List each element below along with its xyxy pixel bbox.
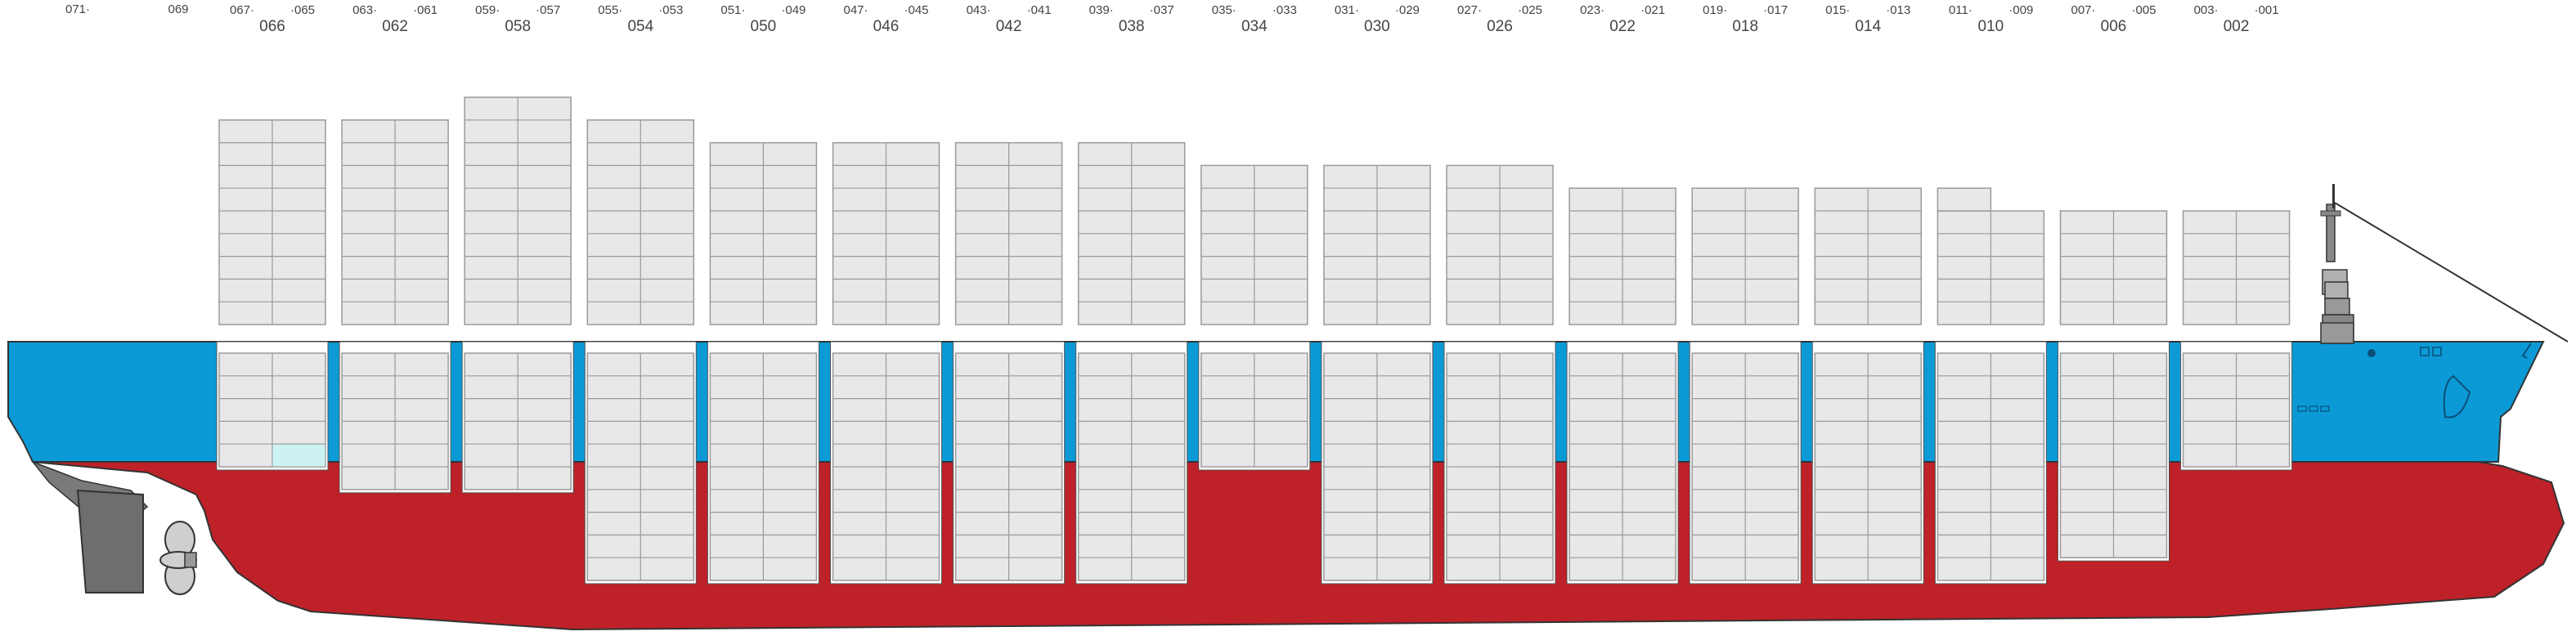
anchor-icon [2297,343,2532,419]
bay-sublabel-right-022: ·021 [1640,3,1665,17]
bay-label-006: 006 [2101,18,2127,35]
bay-sublabel-left-042: 043· [967,3,991,17]
bay-sublabel-left-038: 039· [1089,3,1114,17]
empty-slot-066 [272,443,326,468]
bay-sublabel-right-050: ·049 [781,3,806,17]
bay-label-050: 050 [751,18,777,35]
rudder-icon [76,489,144,593]
bay-sublabel-left-046: 047· [843,3,868,17]
container-stacks [216,96,2293,584]
bay-sublabel-right-058: ·057 [536,3,560,17]
bay-sublabel-left-030: 031· [1335,3,1359,17]
bay-sublabel-left-010: 011· [1949,3,1972,17]
bay-sublabel-right-010: ·009 [2008,3,2033,17]
bay-sublabel-left-058: 059· [475,3,500,17]
bay-label-066: 066 [259,18,285,35]
bay-sublabel-right-030: ·029 [1395,3,1420,17]
bay-sublabel-right-046: ·045 [904,3,928,17]
bay-sublabel-right-026: ·025 [1518,3,1542,17]
above-deck-extra-010 [1936,187,1992,212]
bay-sublabel-left-014: 015· [1825,3,1850,17]
bay-sublabel-left-022: 023· [1580,3,1604,17]
bay-sublabel-right-054: ·053 [658,3,683,17]
bay-sublabel-right-042: ·041 [1027,3,1052,17]
bay-label-014: 014 [1855,18,1881,35]
bay-label-034: 034 [1241,18,1268,35]
bay-sublabel-left-062: 063· [352,3,377,17]
bridge-icon [2320,298,2354,344]
bay-sublabel-left-002: 003· [2194,3,2219,17]
bay-sublabel-right-034: ·033 [1272,3,1297,17]
bay-label-046: 046 [873,18,900,35]
bay-sublabel-right-002: ·001 [2255,3,2279,17]
bay-label-062: 062 [382,18,408,35]
bay-label-030: 030 [1364,18,1390,35]
bay-sublabel-left-006: 007· [2071,3,2095,17]
bay-label-002: 002 [2224,18,2250,35]
bay-label-026: 026 [1487,18,1513,35]
bay-sublabel-right-014: ·013 [1886,3,1910,17]
bay-sublabel-right-018: ·017 [1763,3,1788,17]
bay-label-054: 054 [627,18,653,35]
bay-label-bay-071: 071· [65,2,90,16]
bay-sublabel-left-034: 035· [1212,3,1236,17]
bay-label-018: 018 [1732,18,1758,35]
bay-label-042: 042 [996,18,1022,35]
bay-sublabel-left-026: 027· [1457,3,1482,17]
bay-sublabel-right-038: ·037 [1150,3,1174,17]
bay-label-058: 058 [505,18,531,35]
bay-label-bay-069: 069 [168,2,188,16]
bay-sublabel-right-066: ·065 [290,3,315,17]
bay-sublabel-right-006: ·005 [2131,3,2156,17]
bay-sublabel-left-050: 051· [720,3,745,17]
bay-labels: 071· 069 066 067· ·065 062 063· ·061 058 059· ·057… [65,2,2279,35]
mast-icon [2320,184,2569,343]
bay-sublabel-left-018: 019· [1703,3,1727,17]
bay-sublabel-left-054: 055· [598,3,622,17]
bay-label-022: 022 [1609,18,1636,35]
bay-label-038: 038 [1119,18,1145,35]
propeller-icon [159,521,197,595]
bay-sublabel-right-062: ·061 [413,3,438,17]
bay-label-010: 010 [1978,18,2004,35]
bay-sublabel-left-066: 067· [230,3,254,17]
